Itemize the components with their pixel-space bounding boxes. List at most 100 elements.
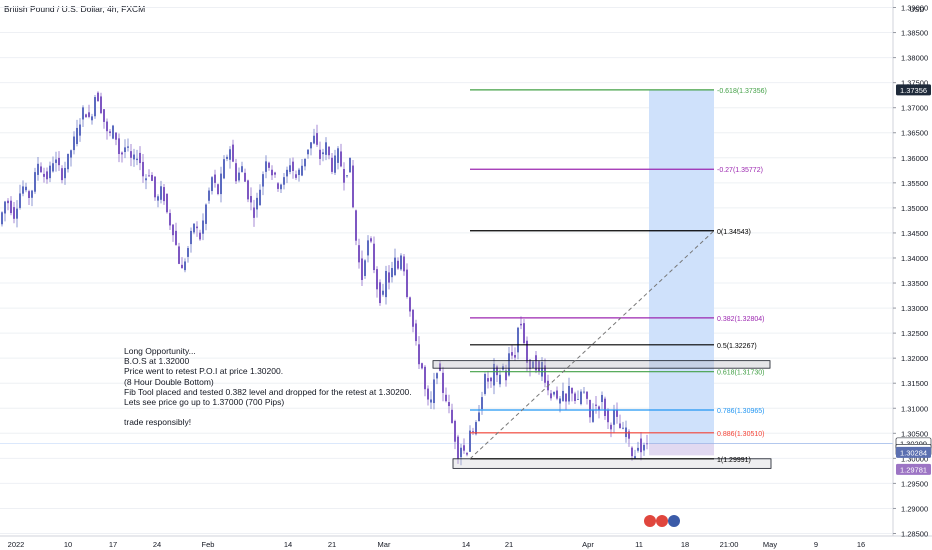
time-axis: 2022 10 17 24 Feb 14 21 Mar 14 21 Apr 11 18 21:00 May 9… bbox=[8, 540, 866, 549]
price-tag bbox=[896, 446, 931, 458]
x-tick-label: 16 bbox=[857, 540, 865, 549]
candle-body bbox=[82, 107, 84, 120]
x-tick-label: 10 bbox=[64, 540, 72, 549]
candle-body bbox=[580, 391, 582, 405]
candle-body bbox=[643, 444, 645, 451]
candle-body bbox=[49, 165, 51, 179]
note-line: Long Opportunity... bbox=[124, 346, 196, 356]
candle-body bbox=[262, 174, 264, 187]
candle-body bbox=[94, 97, 96, 117]
candle-body bbox=[223, 159, 225, 179]
candle-body bbox=[646, 443, 648, 445]
candle-body bbox=[298, 169, 300, 176]
candle-body bbox=[436, 373, 438, 379]
candle-body bbox=[127, 146, 129, 148]
candle-body bbox=[640, 438, 642, 453]
fib-level-label: 0.618(1.31730) bbox=[717, 370, 764, 377]
price-tag-label: 1.30299 bbox=[900, 439, 927, 448]
candle-body bbox=[421, 363, 423, 369]
x-tick-label: 18 bbox=[681, 540, 689, 549]
candle-body bbox=[529, 359, 531, 369]
candle-body bbox=[286, 169, 288, 177]
candle-body bbox=[478, 412, 480, 422]
candle-body bbox=[442, 372, 444, 393]
candle-body bbox=[175, 230, 177, 245]
candle-body bbox=[595, 404, 597, 406]
candle-body bbox=[412, 309, 414, 327]
candle-body bbox=[586, 391, 588, 399]
candle-body bbox=[370, 238, 372, 242]
candle-body bbox=[430, 399, 432, 403]
candle-body bbox=[388, 272, 390, 283]
y-tick-label: 1.34000 bbox=[901, 254, 928, 263]
candle-body bbox=[457, 436, 459, 459]
event-icon[interactable] bbox=[644, 515, 656, 527]
candle-body bbox=[598, 406, 600, 411]
candle-body bbox=[562, 390, 564, 401]
candle-body bbox=[301, 165, 303, 176]
candle-body bbox=[634, 456, 636, 459]
candle-body bbox=[469, 430, 471, 452]
candle-body bbox=[79, 124, 81, 136]
candle-body bbox=[322, 152, 324, 155]
y-tick-label: 1.36500 bbox=[901, 129, 928, 138]
candle-body bbox=[64, 167, 66, 179]
candle-body bbox=[253, 207, 255, 218]
x-tick-label: 21 bbox=[505, 540, 513, 549]
candle-body bbox=[121, 152, 123, 155]
fib-level-label: 0(1.34543) bbox=[717, 229, 751, 236]
candle-body bbox=[46, 171, 48, 180]
candle-body bbox=[454, 420, 456, 442]
candle-body bbox=[43, 173, 45, 177]
candle-body bbox=[361, 258, 363, 280]
candle-body bbox=[565, 393, 567, 402]
event-icon[interactable] bbox=[656, 515, 668, 527]
candle-body bbox=[574, 393, 576, 401]
candle-body bbox=[154, 176, 156, 198]
candle-body bbox=[268, 162, 270, 168]
candle-body bbox=[376, 269, 378, 290]
candle-body bbox=[190, 230, 192, 245]
grid-layer bbox=[0, 7, 893, 534]
candle-body bbox=[310, 142, 312, 149]
y-tick-label: 1.28500 bbox=[901, 529, 928, 538]
candle-body bbox=[85, 114, 87, 118]
candle-body bbox=[604, 398, 606, 416]
x-tick-label: 21:00 bbox=[720, 540, 739, 549]
event-icons[interactable] bbox=[644, 515, 680, 527]
candle-body bbox=[628, 431, 630, 439]
candle-body bbox=[208, 190, 210, 201]
candle-body bbox=[1, 212, 3, 225]
price-tag-label: 1.29781 bbox=[900, 465, 927, 474]
candle-body bbox=[265, 161, 267, 172]
candle-body bbox=[259, 189, 261, 206]
note-line: (8 Hour Double Bottom) bbox=[124, 376, 214, 387]
candle-body bbox=[496, 366, 498, 376]
y-tick-label: 1.38000 bbox=[901, 54, 928, 63]
y-tick-label: 1.37000 bbox=[901, 104, 928, 113]
candle-body bbox=[397, 260, 399, 269]
candle-body bbox=[343, 168, 345, 183]
flag-icon[interactable] bbox=[668, 515, 680, 527]
candle-body bbox=[136, 158, 138, 161]
candle-body bbox=[196, 226, 198, 229]
candle-body bbox=[109, 131, 111, 134]
candle-body bbox=[382, 290, 384, 295]
candle-body bbox=[358, 245, 360, 263]
fib-level-label: 0.886(1.30510) bbox=[717, 431, 764, 438]
candle-body bbox=[352, 165, 354, 208]
candle-body bbox=[238, 172, 240, 181]
candle-body bbox=[244, 172, 246, 182]
candle-body bbox=[613, 410, 615, 425]
note-line bbox=[124, 407, 412, 417]
fib-level-label: -0.27(1.35772) bbox=[717, 167, 763, 174]
candle-body bbox=[292, 161, 294, 172]
candle-body bbox=[559, 398, 561, 404]
candle-body bbox=[400, 255, 402, 270]
candle-body bbox=[40, 166, 42, 173]
candle-body bbox=[544, 365, 546, 383]
candle-body bbox=[418, 344, 420, 365]
candle-body bbox=[394, 257, 396, 276]
